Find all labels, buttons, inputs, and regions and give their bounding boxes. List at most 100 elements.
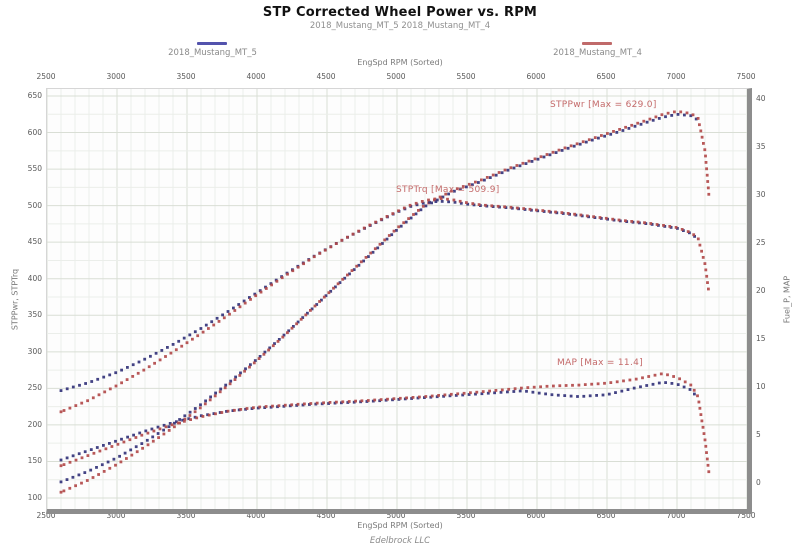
data-point bbox=[108, 387, 112, 391]
annotation-map-max: MAP [Max = 11.4] bbox=[557, 357, 643, 368]
data-point bbox=[622, 379, 625, 383]
data-point bbox=[701, 256, 705, 259]
data-point bbox=[430, 201, 433, 205]
data-point bbox=[140, 433, 144, 437]
tick-label: 650 bbox=[27, 91, 42, 100]
tick-label: 4000 bbox=[246, 511, 266, 520]
data-point bbox=[443, 393, 447, 397]
data-point bbox=[615, 131, 619, 134]
data-point bbox=[466, 202, 470, 206]
data-point bbox=[566, 212, 570, 215]
data-point bbox=[340, 238, 344, 242]
data-point bbox=[647, 375, 651, 378]
data-point bbox=[494, 173, 498, 177]
data-point bbox=[102, 470, 106, 473]
data-point bbox=[137, 360, 141, 364]
data-point bbox=[699, 413, 703, 416]
data-point bbox=[112, 457, 116, 461]
data-point bbox=[704, 444, 708, 448]
data-point bbox=[223, 386, 227, 390]
data-point bbox=[674, 226, 678, 229]
data-point bbox=[346, 273, 349, 277]
data-point bbox=[409, 216, 413, 220]
data-point bbox=[525, 389, 528, 393]
data-point bbox=[402, 206, 406, 210]
tick-label: 3500 bbox=[176, 511, 196, 520]
data-point bbox=[583, 383, 587, 386]
data-point bbox=[660, 113, 664, 117]
data-point bbox=[156, 432, 160, 435]
data-point bbox=[595, 394, 598, 397]
data-point bbox=[666, 111, 670, 115]
data-point bbox=[267, 348, 270, 352]
data-point bbox=[168, 422, 172, 425]
data-point bbox=[427, 198, 430, 202]
tick-label: 6500 bbox=[596, 72, 616, 81]
data-point bbox=[706, 186, 710, 190]
data-point bbox=[606, 132, 609, 135]
chart-subtitle: 2018_Mustang_MT_5 2018_Mustang_MT_4 bbox=[309, 21, 491, 31]
data-point bbox=[689, 114, 693, 118]
data-point bbox=[590, 138, 594, 142]
data-point bbox=[639, 122, 643, 126]
data-point bbox=[68, 460, 72, 464]
data-point bbox=[563, 394, 567, 397]
data-point bbox=[351, 232, 355, 236]
plot-area bbox=[46, 88, 752, 514]
data-point bbox=[188, 414, 192, 417]
data-point bbox=[238, 374, 242, 377]
data-point bbox=[262, 352, 266, 356]
data-point bbox=[696, 237, 700, 241]
data-point bbox=[74, 484, 77, 488]
data-point bbox=[65, 456, 69, 460]
data-point bbox=[471, 202, 475, 205]
tick-label: 200 bbox=[27, 419, 42, 429]
data-point bbox=[270, 283, 273, 287]
data-point bbox=[74, 458, 78, 462]
data-point bbox=[160, 349, 164, 352]
data-point bbox=[453, 200, 457, 204]
data-point bbox=[424, 204, 428, 208]
data-point bbox=[609, 132, 613, 136]
data-point bbox=[243, 301, 247, 305]
data-point bbox=[281, 335, 285, 339]
data-point bbox=[207, 327, 210, 330]
data-point bbox=[219, 387, 223, 391]
data-point bbox=[151, 439, 155, 443]
data-point bbox=[390, 233, 394, 237]
data-point bbox=[569, 394, 573, 398]
data-point bbox=[704, 268, 708, 272]
data-point bbox=[530, 160, 534, 163]
data-point bbox=[673, 110, 676, 114]
data-point bbox=[162, 423, 166, 427]
data-point bbox=[193, 330, 197, 334]
data-point bbox=[577, 383, 581, 387]
data-point bbox=[493, 391, 496, 395]
data-point bbox=[518, 164, 522, 168]
data-point bbox=[697, 400, 701, 404]
data-point bbox=[642, 119, 646, 123]
data-point bbox=[512, 166, 516, 170]
data-point bbox=[435, 198, 439, 202]
data-point bbox=[705, 274, 709, 278]
data-point bbox=[659, 372, 663, 376]
data-point bbox=[108, 442, 111, 445]
data-point bbox=[102, 375, 106, 379]
data-point bbox=[252, 361, 256, 365]
data-point bbox=[164, 355, 167, 358]
data-point bbox=[491, 173, 495, 177]
series-stppwr-2018-mustang-mt-4 bbox=[59, 110, 711, 494]
data-point bbox=[515, 164, 519, 167]
data-point bbox=[624, 125, 627, 129]
data-point bbox=[582, 394, 586, 398]
data-point bbox=[700, 249, 703, 253]
data-point bbox=[214, 412, 217, 416]
data-point bbox=[310, 307, 314, 311]
data-point bbox=[71, 475, 75, 479]
data-point bbox=[195, 416, 199, 420]
data-point bbox=[350, 269, 354, 272]
data-point bbox=[147, 365, 151, 369]
data-point bbox=[114, 439, 117, 443]
tick-label: 550 bbox=[27, 164, 42, 174]
data-point bbox=[572, 144, 576, 148]
